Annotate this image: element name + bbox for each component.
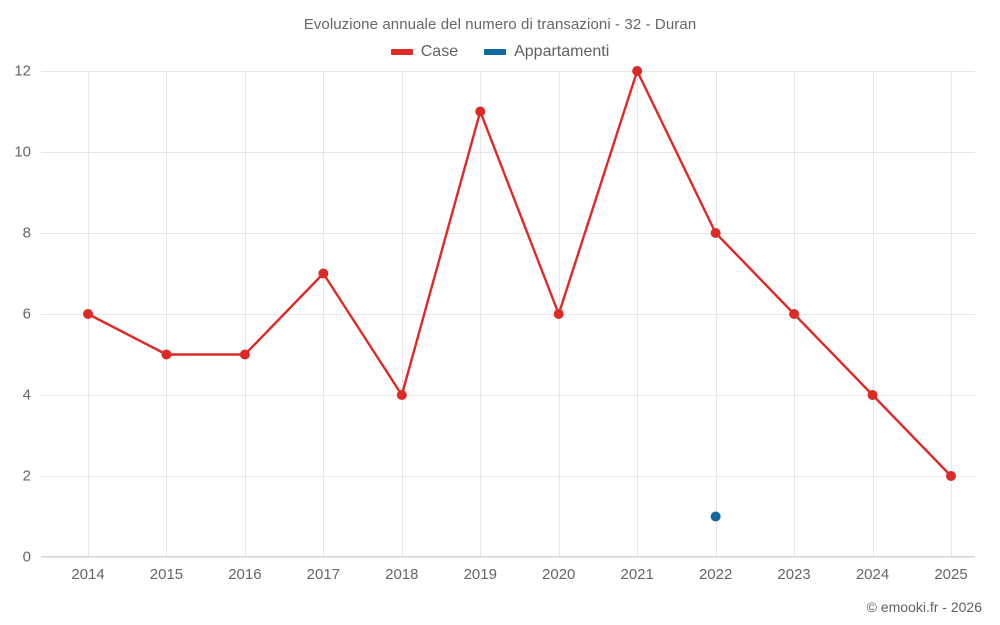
x-tick-label: 2020	[542, 566, 576, 583]
gridline-x	[480, 71, 482, 557]
data-point-case[interactable]	[632, 66, 643, 76]
data-point-case[interactable]	[239, 349, 250, 360]
data-point-case[interactable]	[396, 390, 407, 400]
series-layer	[83, 66, 956, 522]
y-tick-label: 12	[14, 62, 31, 80]
data-point-case[interactable]	[475, 106, 486, 117]
data-point-case[interactable]	[946, 471, 956, 481]
gridline-y	[41, 314, 975, 315]
legend-label-case: Case	[420, 43, 459, 60]
x-tick-label: 2014	[71, 566, 105, 583]
gridline-x	[872, 71, 874, 557]
y-tick-label: 0	[22, 548, 31, 566]
x-tick-label: 2016	[228, 566, 262, 583]
footer-copyright: © emooki.fr - 2026	[866, 599, 982, 615]
y-tick-label: 8	[22, 224, 31, 242]
data-point-case[interactable]	[83, 309, 93, 319]
x-axis-labels: 2014 2015 2016 2017 2018 2019 2020 2021 2022 2023…	[41, 566, 975, 588]
data-point-case[interactable]	[318, 268, 329, 279]
y-tick-label: 4	[22, 386, 31, 404]
y-tick-label: 10	[14, 143, 31, 161]
gridline-x	[637, 71, 639, 557]
gridline-y	[41, 395, 975, 396]
gridline-y	[41, 476, 975, 477]
y-axis-labels: 0 2 4 6 8 10 12	[0, 63, 1000, 566]
x-tick-label: 2017	[306, 566, 341, 583]
x-tick-label: 2015	[149, 566, 184, 583]
gridline-x	[401, 71, 403, 557]
gridline-y	[41, 557, 975, 558]
data-point-case[interactable]	[553, 309, 564, 319]
gridline-x	[166, 71, 168, 557]
y-tick-label: 6	[22, 305, 31, 323]
gridline-y	[41, 233, 975, 234]
data-point-case[interactable]	[710, 228, 721, 238]
data-point-appartamenti[interactable]	[710, 511, 721, 522]
gridline-x	[323, 71, 325, 557]
legend-item-case[interactable]: Case	[390, 43, 459, 61]
series-line-case	[86, 69, 953, 478]
legend-swatch-appartamenti	[484, 49, 507, 55]
x-tick-label: 2025	[934, 566, 968, 583]
gridline-y	[41, 71, 975, 72]
x-axis-line	[41, 556, 975, 557]
legend-item-appartamenti[interactable]: Appartamenti	[484, 43, 609, 61]
legend-swatch-case	[390, 49, 413, 55]
x-tick-label: 2022	[698, 566, 733, 583]
y-tick-label: 2	[22, 467, 31, 485]
x-tick-label: 2019	[463, 566, 497, 583]
data-point-case[interactable]	[867, 390, 878, 400]
x-tick-label: 2018	[385, 566, 419, 583]
gridline-x	[244, 71, 246, 557]
x-tick-label: 2023	[777, 566, 811, 583]
legend-label-appartamenti: Appartamenti	[514, 43, 610, 60]
gridline-x	[951, 71, 952, 557]
chart-legend: Case Appartamenti	[0, 43, 1000, 61]
chart-title: Evoluzione annuale del numero di transaz…	[303, 16, 697, 33]
plot-area	[41, 66, 975, 558]
data-point-case[interactable]	[161, 349, 172, 360]
gridline-y	[41, 152, 975, 153]
data-point-case[interactable]	[789, 309, 800, 319]
gridline-x	[715, 71, 717, 557]
x-tick-label: 2021	[620, 566, 654, 583]
x-tick-label: 2024	[855, 566, 890, 583]
